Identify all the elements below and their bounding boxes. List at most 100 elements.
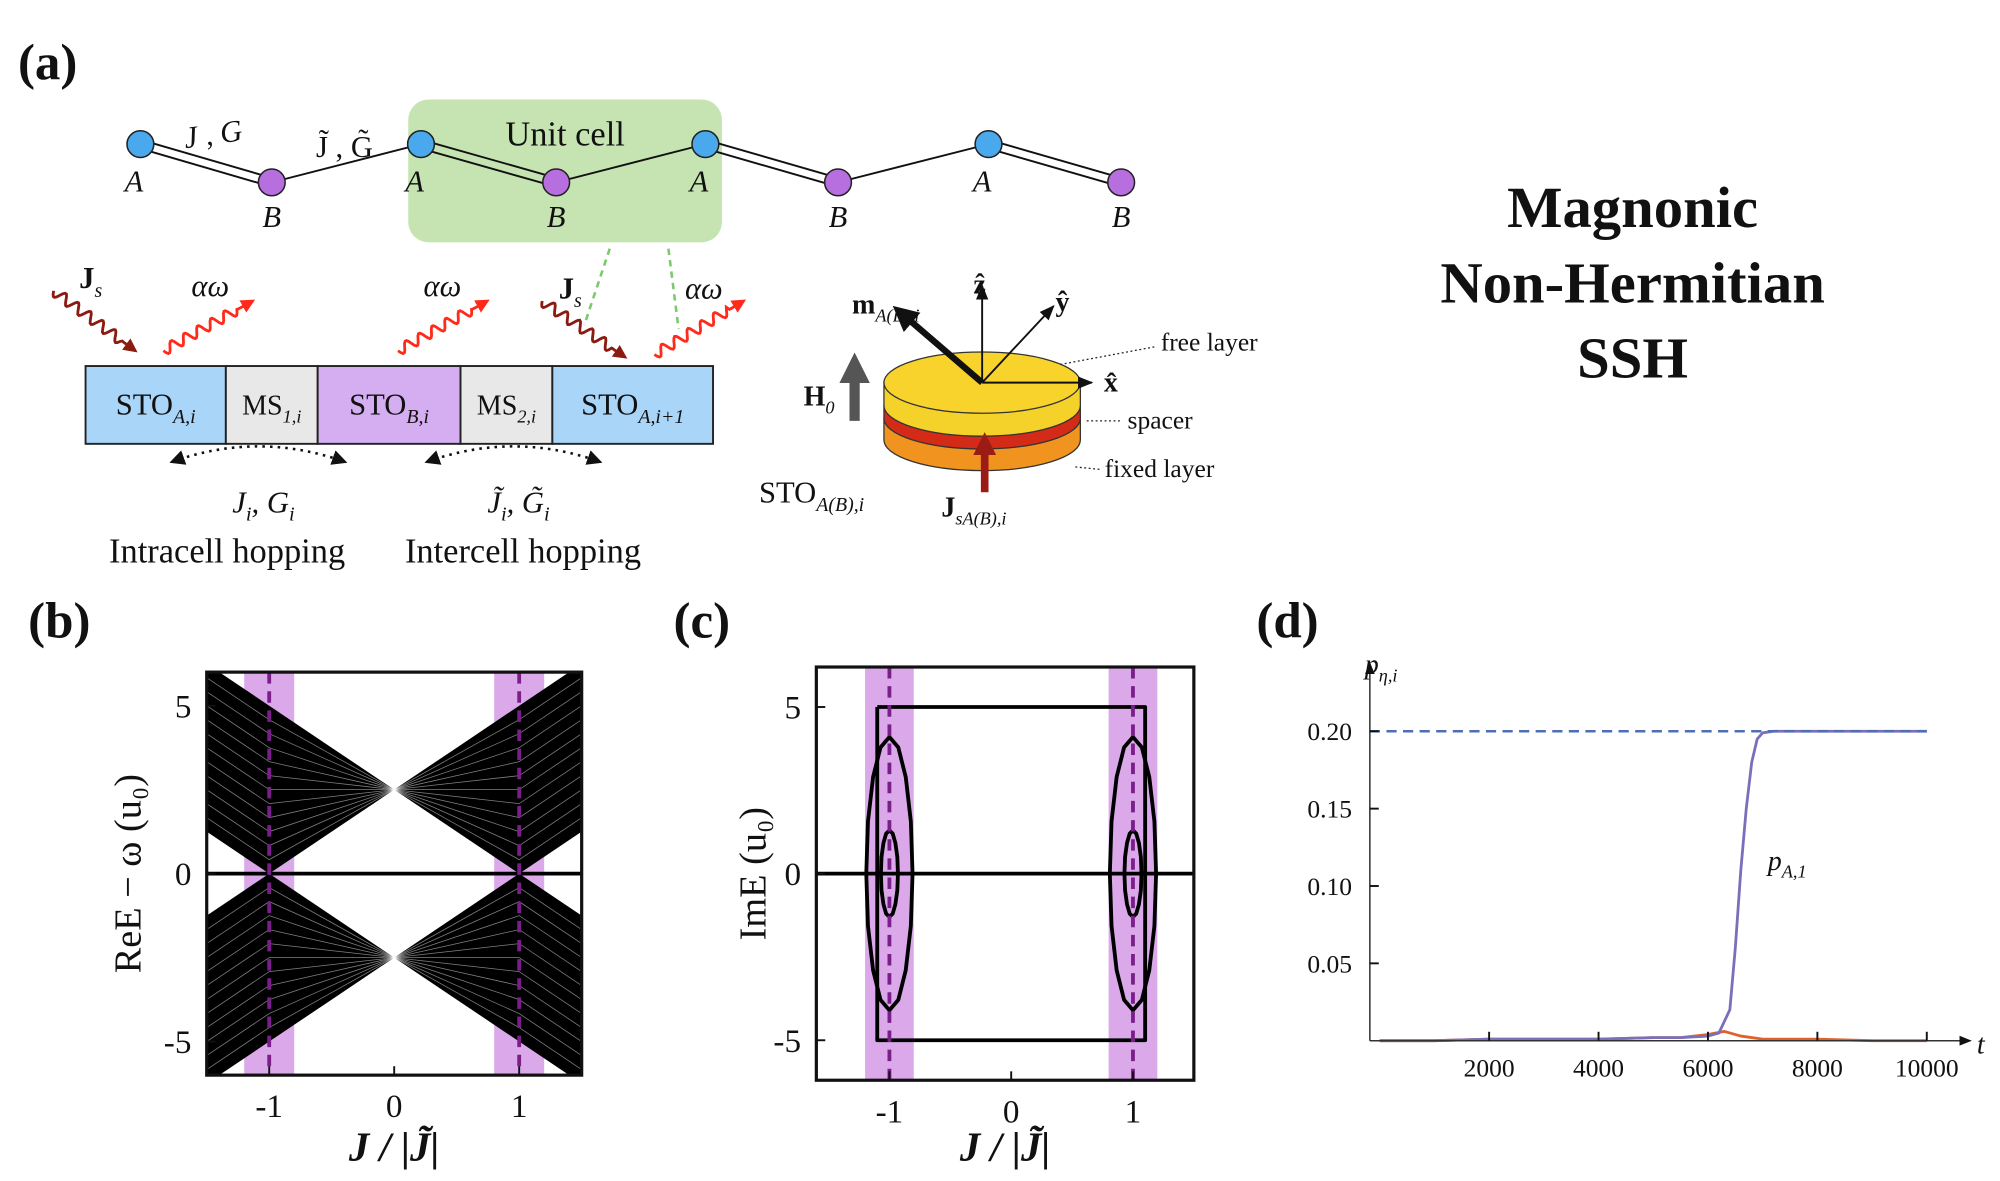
oscillator-box: [459, 365, 554, 445]
y-axis-label: ReE − ω (u₀): [107, 774, 149, 973]
hopping-symbol-part: i: [544, 503, 550, 525]
field-label-sub: 0: [825, 397, 834, 417]
injection-label-main: J: [79, 261, 94, 295]
intracell-bond: [420, 147, 557, 188]
energy-band: [206, 873, 582, 1076]
current-label-main: J: [941, 493, 955, 524]
axis-arrow: [981, 304, 1055, 384]
unit-cell-box: [408, 99, 722, 243]
title-line: Magnonic: [1507, 175, 1758, 240]
site-label: B: [262, 200, 281, 234]
damping-label: αω: [191, 269, 229, 303]
hopping-symbol-part: , G: [252, 486, 289, 520]
site-label: B: [547, 200, 566, 234]
data-line: [1379, 729, 1927, 1043]
site-label: A: [403, 164, 424, 198]
y-tick-label: 0.20: [1307, 717, 1352, 746]
magnetization-label: mA(B),i: [852, 290, 919, 327]
wavy-arrow: [540, 300, 628, 359]
layer-label: spacer: [1128, 406, 1194, 435]
oscillator-label-sub: A,i+1: [636, 406, 684, 428]
oscillator-label-sub: 2,i: [517, 406, 536, 426]
sto-label-sub: A(B),i: [814, 494, 864, 516]
layer-label: fixed layer: [1105, 454, 1215, 483]
coupling-label: J̃ , G̃: [316, 130, 373, 164]
site: [406, 129, 436, 159]
y-tick-label: -5: [164, 1024, 192, 1061]
injection-label-sub: s: [94, 280, 102, 302]
y-tick-label: 0.15: [1307, 795, 1352, 824]
hopping-symbol-part: J: [232, 486, 247, 520]
axis-label: ŷ: [1055, 287, 1069, 318]
panel-label: (d): [1256, 594, 1318, 650]
oscillator-label-sub: 1,i: [283, 406, 302, 426]
x-tick-label: 0: [1003, 1093, 1020, 1130]
y-tick-label: 0: [784, 856, 801, 893]
site-label: B: [1112, 200, 1131, 234]
panel-label: (a): [18, 35, 77, 91]
y-axis-label-main: p: [1363, 649, 1379, 680]
hopping-symbol: J̃i, G̃i: [487, 486, 550, 526]
x-tick-label: 1: [1125, 1093, 1142, 1130]
x-tick-label: -1: [876, 1093, 904, 1130]
x-tick-label: -1: [255, 1088, 283, 1125]
injection-label-main: J: [559, 271, 574, 305]
panel-label: (c): [674, 594, 731, 650]
oscillator-box: [224, 365, 319, 445]
hopping-caption: Intercell hopping: [405, 532, 641, 570]
intracell-bond: [140, 147, 273, 188]
sto-label: STOA(B),i: [759, 475, 864, 516]
connector: [583, 248, 611, 326]
energy-band: [206, 672, 582, 874]
wavy-arrow: [51, 290, 138, 353]
connector: [667, 248, 680, 330]
oscillator-label-main: STO: [581, 387, 638, 421]
site-label: B: [829, 200, 848, 234]
site: [691, 129, 720, 159]
y-tick-label: 5: [784, 690, 801, 727]
oscillator-label-main: MS: [477, 390, 518, 421]
x-axis-label: J / |J̃|: [348, 1125, 440, 1170]
hopping-arrow: [424, 445, 603, 465]
y-axis-label: ImE (u₀): [732, 807, 774, 940]
site-label: A: [971, 164, 992, 198]
intracell-bond: [988, 138, 1122, 179]
panel-label: (b): [28, 594, 90, 650]
hopping-symbol-part: i: [289, 503, 295, 525]
hopping-symbol-part: J̃: [487, 486, 505, 520]
site: [542, 168, 571, 197]
site: [126, 129, 155, 159]
magnetization-label-main: m: [852, 290, 875, 321]
unit-cell-label: Unit cell: [505, 115, 624, 153]
site: [823, 168, 853, 197]
axis-label: x̂: [1104, 368, 1118, 399]
leader-line: [1058, 346, 1155, 366]
oscillator-label-sub: A,i: [171, 406, 196, 428]
intracell-bond: [988, 147, 1122, 188]
sto-label-main: STO: [759, 475, 816, 509]
field-label-main: H: [804, 382, 826, 413]
intercell-bond: [271, 143, 422, 184]
x-tick-label: 4000: [1573, 1053, 1624, 1082]
site: [257, 168, 286, 197]
oscillator-label: MS2,i: [477, 390, 536, 426]
oscillator-label-main: STO: [349, 387, 406, 421]
site-label: A: [123, 164, 144, 198]
wavy-arrow: [653, 299, 747, 359]
current-label: JsA(B),i: [941, 493, 1006, 530]
oscillator-label: STOA,i+1: [581, 387, 684, 428]
wavy-arrow: [162, 299, 256, 356]
field-label: H0: [804, 382, 835, 418]
site-label: A: [688, 164, 709, 198]
site: [974, 129, 1003, 159]
y-axis-label: pη,i: [1363, 649, 1398, 685]
magnetization-arrow: [892, 305, 985, 386]
y-tick-label: 5: [175, 688, 192, 725]
injection-label: Js: [79, 261, 102, 302]
y-tick-label: -5: [773, 1023, 801, 1060]
x-tick-label: 0: [386, 1088, 403, 1125]
leader-line: [1073, 466, 1100, 470]
oscillator-box: [551, 365, 714, 445]
oscillator-label: MS1,i: [242, 390, 301, 426]
